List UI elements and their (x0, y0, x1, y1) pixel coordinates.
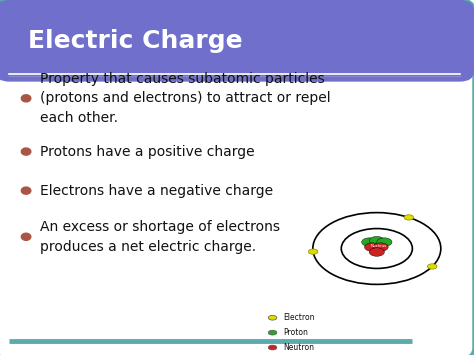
Ellipse shape (428, 264, 437, 269)
Ellipse shape (373, 243, 388, 251)
Ellipse shape (377, 238, 392, 246)
Circle shape (21, 233, 31, 240)
Text: Proton: Proton (283, 328, 308, 337)
Text: Neutron: Neutron (283, 343, 314, 352)
Ellipse shape (369, 236, 384, 245)
Ellipse shape (268, 330, 277, 335)
Circle shape (21, 95, 31, 102)
Ellipse shape (365, 243, 380, 251)
Text: Electron: Electron (283, 313, 314, 322)
Text: Electric Charge: Electric Charge (28, 29, 243, 53)
FancyBboxPatch shape (0, 0, 474, 82)
Text: Protons have a positive charge: Protons have a positive charge (40, 144, 255, 159)
Ellipse shape (362, 238, 377, 246)
Text: Property that causes subatomic particles
(protons and electrons) to attract or r: Property that causes subatomic particles… (40, 72, 331, 125)
Circle shape (21, 187, 31, 194)
Ellipse shape (309, 249, 318, 254)
Text: Electrons have a negative charge: Electrons have a negative charge (40, 184, 273, 198)
Circle shape (21, 148, 31, 155)
Text: Nucleus: Nucleus (370, 244, 386, 248)
Ellipse shape (268, 345, 277, 350)
Text: An excess or shortage of electrons
produces a net electric charge.: An excess or shortage of electrons produ… (40, 220, 280, 253)
Ellipse shape (404, 215, 413, 220)
Ellipse shape (268, 315, 277, 320)
Ellipse shape (369, 248, 384, 256)
